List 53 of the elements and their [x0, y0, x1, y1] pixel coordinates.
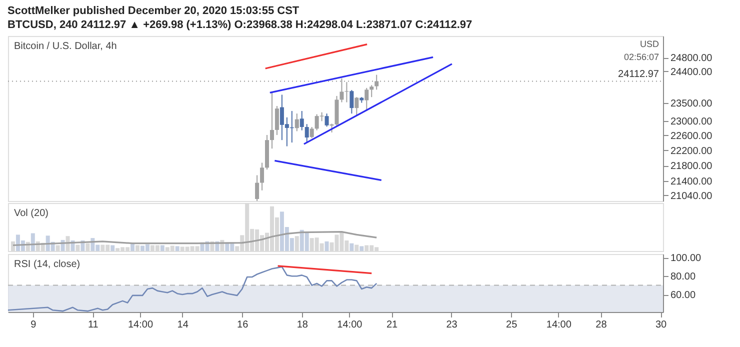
y-tick-label: 60.00: [670, 290, 696, 302]
x-tick-label: 9: [30, 320, 37, 330]
y-tick-label: 24800.00: [670, 53, 713, 64]
candlestick: [260, 162, 264, 191]
y-tick-label: 21040.00: [670, 190, 713, 202]
y-tick-label: 24400.00: [670, 66, 713, 78]
annotation: USD: [640, 39, 660, 49]
bar: [324, 241, 329, 251]
bar: [175, 246, 180, 251]
y-tick-label: 23500.00: [670, 98, 713, 110]
bar: [360, 246, 364, 251]
x-tick-label: 14:00: [546, 320, 572, 330]
candlestick: [300, 110, 304, 131]
x-tick-label: 14: [177, 320, 189, 330]
candlestick: [354, 96, 359, 117]
x-tick-label: 14:00: [128, 320, 154, 330]
y-tick-label: 22600.00: [670, 130, 713, 142]
annotation: 02:56:07: [624, 52, 659, 62]
bar: [110, 245, 115, 251]
candlestick: [304, 124, 309, 144]
bar: [160, 245, 164, 251]
candlestick: [310, 126, 314, 139]
candlestick: [294, 113, 299, 132]
x-tick-label: 21: [386, 320, 398, 330]
y-tick-label: 80.00: [670, 272, 696, 283]
x-tick-label: 18: [296, 320, 308, 330]
candlestick: [270, 92, 274, 150]
annotation: Bitcoin / U.S. Dollar, 4h: [14, 41, 117, 52]
y-tick-label: 100.00: [670, 253, 702, 264]
text: Vol (20): [14, 208, 48, 219]
candlestick: [364, 87, 369, 112]
x-tick-label: 30: [655, 320, 668, 330]
bar: [30, 233, 35, 251]
candlestick: [324, 113, 329, 128]
y-tick-label: 21800.00: [670, 161, 713, 172]
x-tick-label: 28: [596, 320, 608, 330]
chart-title: ScottMelker published December 20, 2020 15:03:55 CST: [8, 5, 300, 17]
candlestick: [274, 105, 279, 136]
x-tick-label: 11: [88, 320, 99, 330]
bar: [350, 243, 354, 251]
ref-line-label: 24112.97: [618, 69, 660, 80]
y-tick-label: 21400.00: [670, 176, 713, 188]
candlestick: [370, 84, 374, 98]
x-tick-label: 14:00: [337, 320, 363, 330]
candlestick: [255, 174, 260, 202]
candlestick: [350, 90, 354, 114]
x-tick-label: 23: [446, 320, 458, 330]
y-tick-label: 22200.00: [670, 146, 713, 157]
chart-title: RSI (14, close): [14, 259, 80, 270]
chart-subtitle: BTCUSD, 240 24112.97 ▲ +269.98 (+1.13%) O:23968.38 H:24298.04 L:23871.07 C:24112.97: [8, 19, 472, 31]
y-tick-label: 23000.00: [670, 116, 713, 128]
x-tick-label: 16: [237, 320, 249, 330]
x-tick-label: 25: [506, 320, 518, 330]
